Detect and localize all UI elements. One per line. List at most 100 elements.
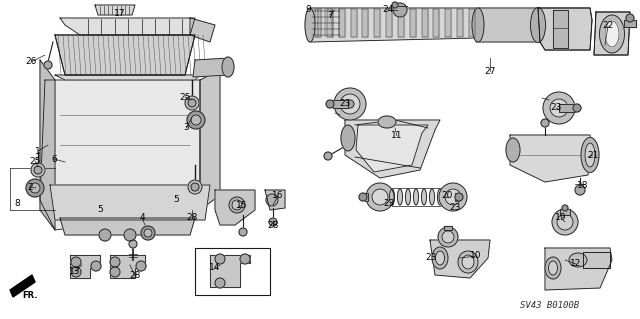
Circle shape xyxy=(575,185,585,195)
Circle shape xyxy=(188,99,196,107)
Polygon shape xyxy=(455,193,458,201)
Ellipse shape xyxy=(435,251,445,265)
Circle shape xyxy=(215,278,225,288)
Circle shape xyxy=(550,99,568,117)
Circle shape xyxy=(141,226,155,240)
Ellipse shape xyxy=(305,8,315,42)
Polygon shape xyxy=(190,18,215,42)
Ellipse shape xyxy=(569,253,587,267)
Ellipse shape xyxy=(506,138,520,162)
Circle shape xyxy=(187,111,205,129)
Ellipse shape xyxy=(341,125,355,151)
Circle shape xyxy=(324,152,332,160)
Polygon shape xyxy=(60,218,195,235)
Text: 28: 28 xyxy=(268,220,278,229)
Ellipse shape xyxy=(413,189,419,205)
Circle shape xyxy=(71,257,81,267)
Ellipse shape xyxy=(581,137,599,173)
Ellipse shape xyxy=(585,143,595,167)
Circle shape xyxy=(110,267,120,277)
Polygon shape xyxy=(10,275,35,297)
Polygon shape xyxy=(55,75,200,80)
Circle shape xyxy=(191,183,199,191)
Circle shape xyxy=(393,3,407,17)
Text: 27: 27 xyxy=(484,66,496,76)
Polygon shape xyxy=(345,120,440,178)
Circle shape xyxy=(438,227,458,247)
Text: 3: 3 xyxy=(183,123,189,132)
Text: 23: 23 xyxy=(550,103,562,113)
Text: 1: 1 xyxy=(35,146,41,155)
Circle shape xyxy=(455,193,463,201)
Ellipse shape xyxy=(438,189,442,205)
Circle shape xyxy=(239,228,247,236)
Text: 22: 22 xyxy=(602,21,614,31)
Circle shape xyxy=(366,183,394,211)
Polygon shape xyxy=(398,9,404,37)
Circle shape xyxy=(229,197,245,213)
Circle shape xyxy=(573,104,581,112)
Text: 20: 20 xyxy=(442,191,452,201)
Polygon shape xyxy=(410,9,416,37)
Circle shape xyxy=(269,218,277,226)
Ellipse shape xyxy=(472,8,484,42)
Polygon shape xyxy=(50,185,210,220)
Text: 13: 13 xyxy=(69,266,81,276)
Circle shape xyxy=(552,209,578,235)
Polygon shape xyxy=(333,100,348,108)
Circle shape xyxy=(30,183,40,193)
Polygon shape xyxy=(310,8,480,42)
Polygon shape xyxy=(200,70,220,210)
Circle shape xyxy=(185,96,199,110)
Text: 23: 23 xyxy=(426,253,436,262)
Ellipse shape xyxy=(545,257,561,279)
Polygon shape xyxy=(315,9,321,37)
Polygon shape xyxy=(386,9,392,37)
Circle shape xyxy=(557,214,573,230)
Text: 7: 7 xyxy=(327,11,333,19)
Text: 14: 14 xyxy=(209,263,221,272)
Polygon shape xyxy=(60,18,195,35)
Text: 5: 5 xyxy=(97,204,103,213)
Text: 24: 24 xyxy=(382,5,394,14)
Circle shape xyxy=(340,94,360,114)
Polygon shape xyxy=(583,252,610,268)
Polygon shape xyxy=(553,10,568,48)
Circle shape xyxy=(129,240,137,248)
Circle shape xyxy=(266,194,278,206)
Polygon shape xyxy=(55,35,195,75)
Ellipse shape xyxy=(462,255,474,269)
Text: 9: 9 xyxy=(305,5,311,14)
Polygon shape xyxy=(215,190,255,225)
Circle shape xyxy=(44,61,52,69)
Polygon shape xyxy=(444,226,452,230)
Circle shape xyxy=(346,100,354,108)
Ellipse shape xyxy=(397,189,403,205)
Circle shape xyxy=(541,119,549,127)
Circle shape xyxy=(240,254,250,264)
Polygon shape xyxy=(430,240,490,278)
Circle shape xyxy=(626,14,634,22)
Text: 23: 23 xyxy=(339,99,351,108)
Ellipse shape xyxy=(605,21,619,47)
Text: 15: 15 xyxy=(236,201,248,210)
Ellipse shape xyxy=(222,57,234,77)
Polygon shape xyxy=(422,9,428,37)
Polygon shape xyxy=(545,248,612,290)
Text: 2: 2 xyxy=(27,182,33,191)
Ellipse shape xyxy=(432,247,448,269)
Circle shape xyxy=(91,261,101,271)
Text: 17: 17 xyxy=(115,10,125,19)
Circle shape xyxy=(144,229,152,237)
Circle shape xyxy=(232,200,242,210)
Polygon shape xyxy=(624,20,636,27)
Text: 28: 28 xyxy=(186,213,198,222)
Text: FR.: FR. xyxy=(22,292,38,300)
Circle shape xyxy=(215,254,225,264)
Polygon shape xyxy=(40,60,55,230)
Circle shape xyxy=(562,205,568,211)
Text: 23: 23 xyxy=(383,199,395,209)
Circle shape xyxy=(445,189,461,205)
Text: 21: 21 xyxy=(588,151,598,160)
Text: 11: 11 xyxy=(391,131,403,140)
